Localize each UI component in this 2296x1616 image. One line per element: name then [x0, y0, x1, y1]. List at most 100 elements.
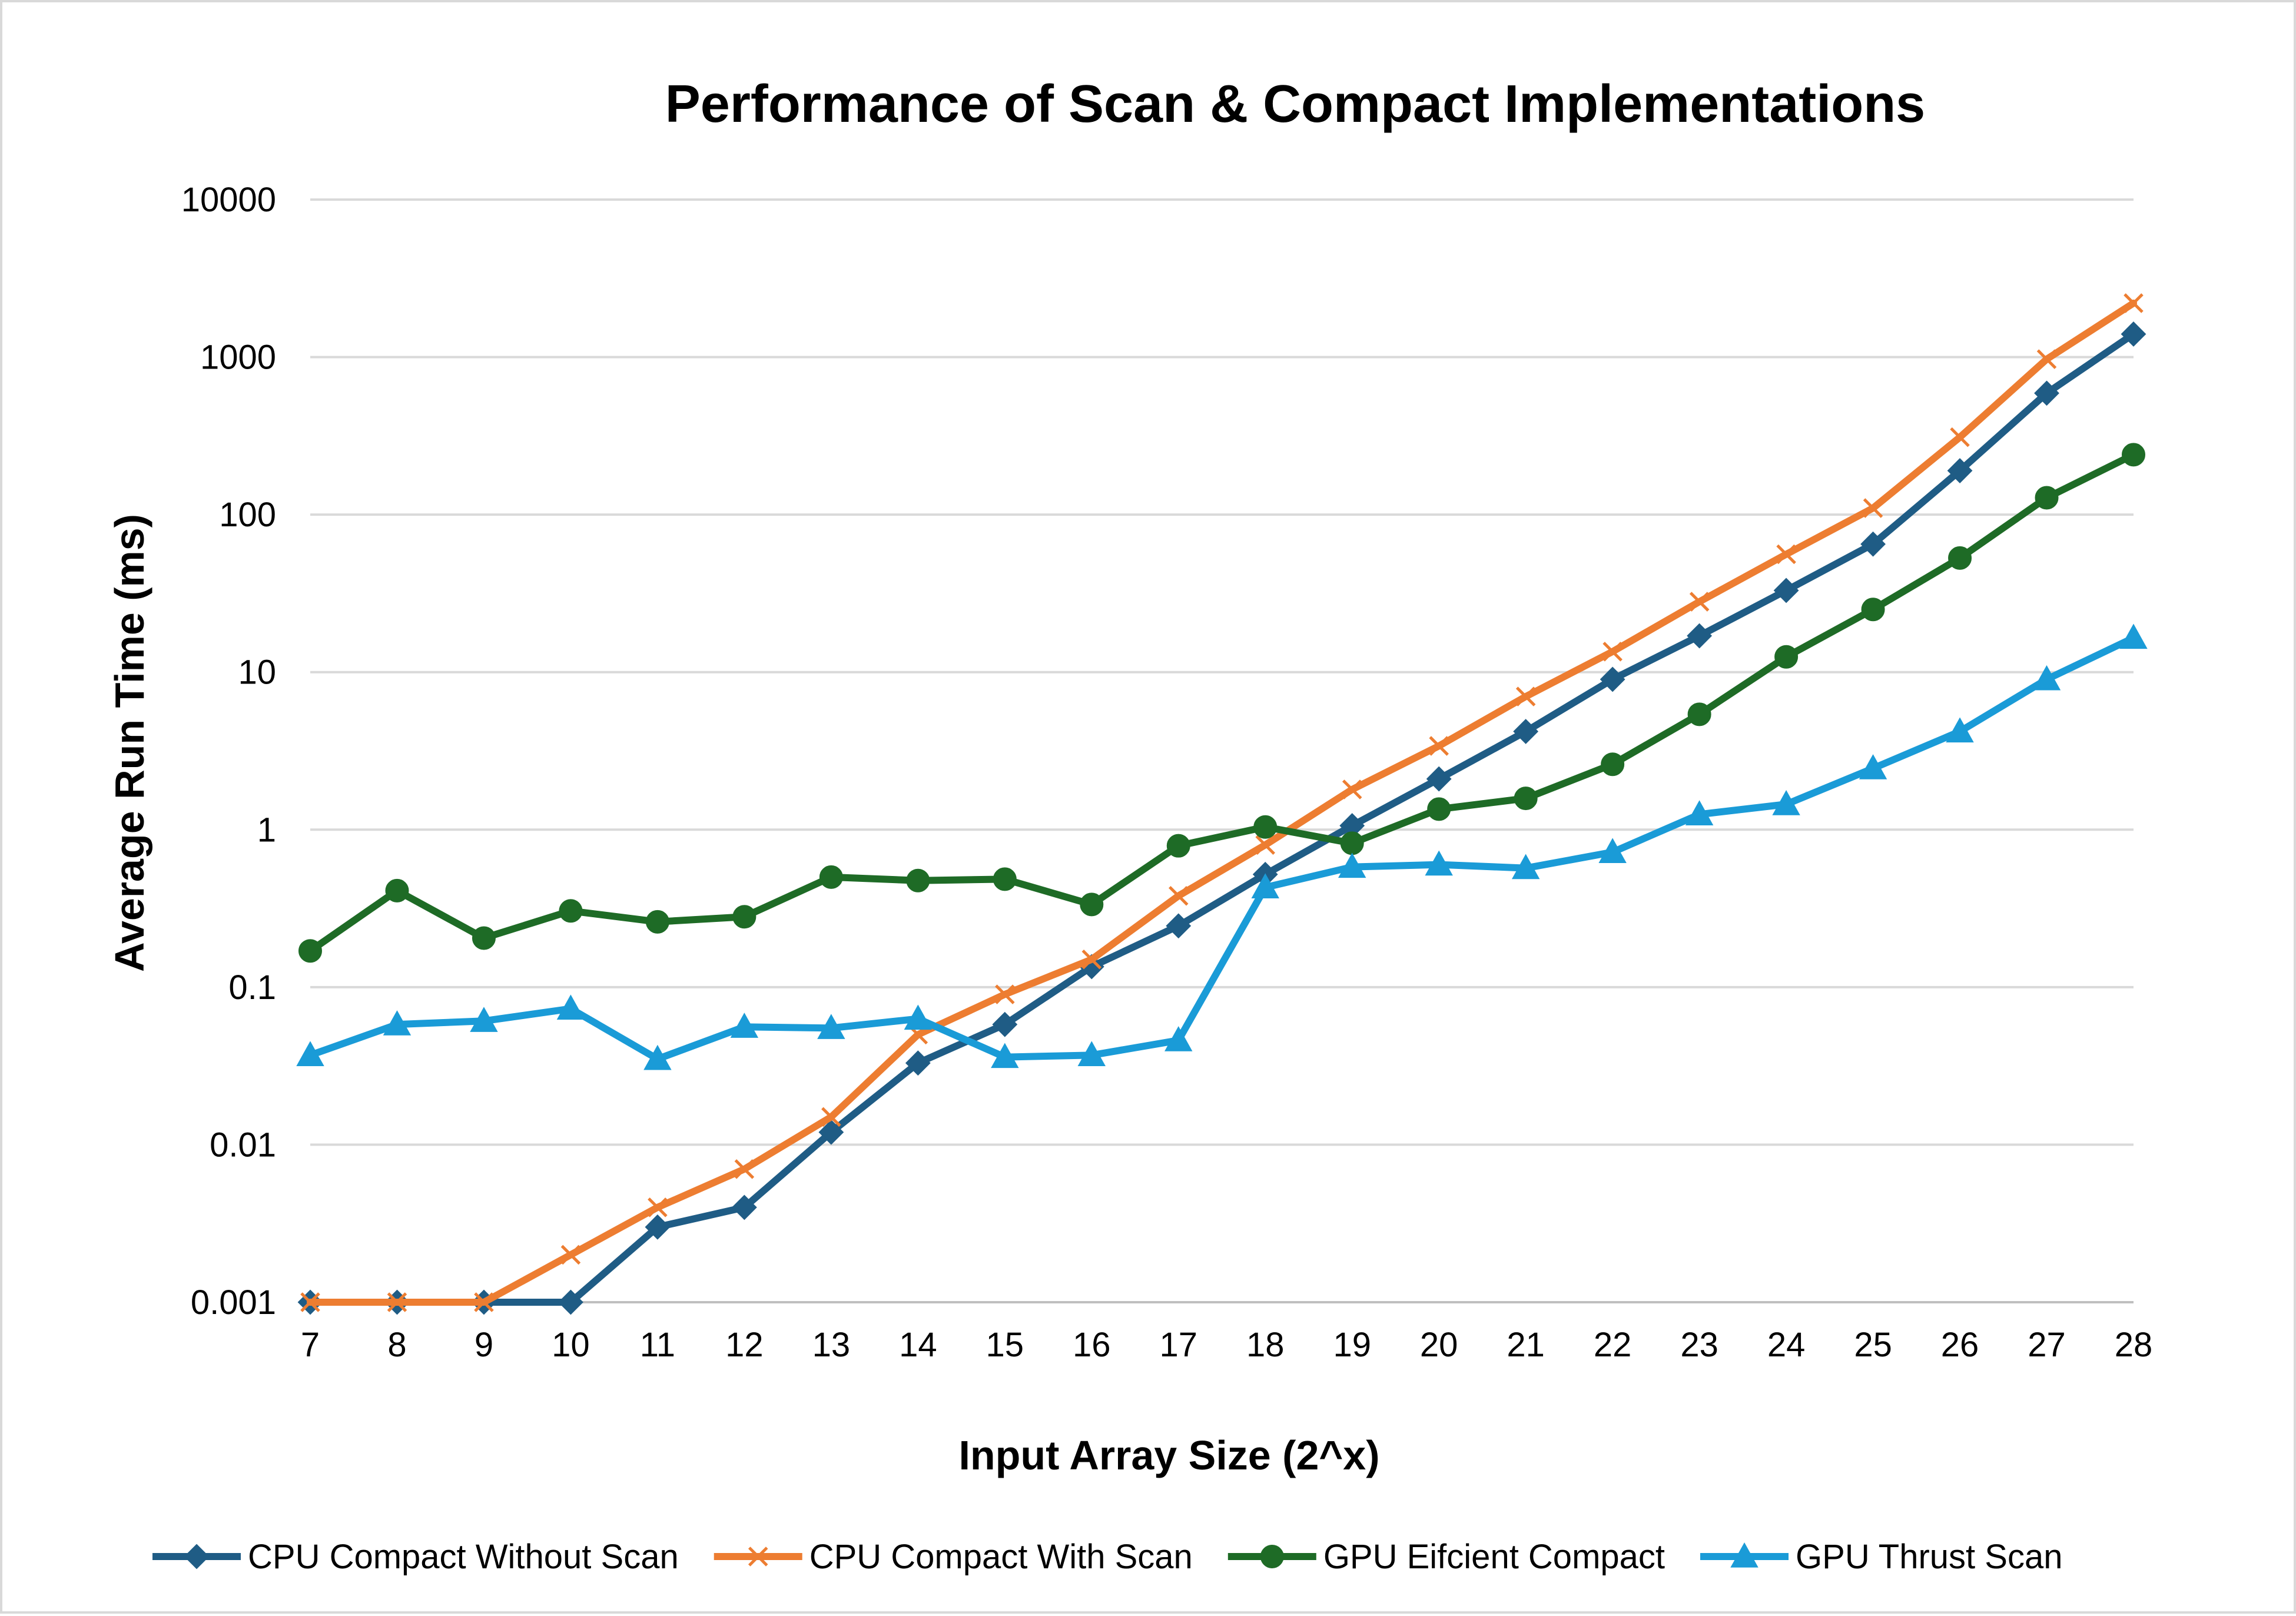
data-point: [648, 1197, 668, 1217]
legend-label: CPU Compact Without Scan: [248, 1538, 679, 1576]
legend-item: GPU Eifcient Compact: [1227, 1538, 1665, 1576]
data-point: [1255, 835, 1276, 855]
data-point: [387, 1292, 407, 1312]
data-point: [2034, 380, 2059, 406]
data-point: [645, 1214, 671, 1240]
series-lines: [296, 293, 2148, 1315]
data-point: [2035, 486, 2059, 510]
data-point: [1425, 850, 1453, 876]
data-point: [1773, 578, 1799, 603]
x-tick-label: 18: [1246, 1326, 1285, 1364]
x-tick-label: 23: [1680, 1326, 1718, 1364]
data-point: [1602, 642, 1623, 662]
x-tick-label: 9: [475, 1326, 493, 1364]
y-tick-label: 10: [238, 653, 276, 692]
data-point: [993, 867, 1017, 891]
x-tick-label: 13: [812, 1326, 851, 1364]
series-line: [307, 330, 2137, 1306]
data-point: [1253, 815, 1278, 839]
data-point: [645, 910, 669, 934]
data-point: [470, 1007, 498, 1032]
legend-marker: [1260, 1545, 1284, 1568]
data-point: [1168, 885, 1189, 906]
data-point: [556, 994, 585, 1020]
data-point: [2119, 623, 2148, 649]
data-point: [1080, 892, 1104, 917]
data-point: [821, 1107, 841, 1127]
x-tick-label: 12: [725, 1326, 764, 1364]
data-point: [1600, 666, 1625, 692]
series-3: [298, 443, 2145, 963]
data-point: [643, 1044, 672, 1070]
data-point: [1947, 458, 1973, 483]
x-tick-label: 22: [1594, 1326, 1632, 1364]
data-point: [2036, 349, 2057, 369]
data-point: [1863, 498, 1883, 518]
x-tick-label: 11: [640, 1326, 675, 1364]
x-tick-label: 8: [387, 1326, 406, 1364]
gridlines: [310, 198, 2134, 1303]
x-tick-label: 28: [2115, 1326, 2153, 1364]
chart-title: Performance of Scan & Compact Implementa…: [665, 75, 1926, 134]
data-point: [559, 899, 583, 923]
x-tick-label: 24: [1767, 1326, 1806, 1364]
data-point: [1514, 787, 1538, 811]
x-tick-label: 15: [986, 1326, 1024, 1364]
data-point: [1513, 719, 1539, 744]
y-tick-label: 1000: [200, 339, 276, 377]
data-point: [300, 1292, 320, 1312]
data-point: [904, 1004, 933, 1030]
y-tick-label: 0.01: [210, 1126, 276, 1164]
x-tick-label: 14: [899, 1326, 937, 1364]
series-line: [307, 451, 2137, 955]
series-1: [297, 321, 2146, 1315]
data-point: [1251, 873, 1279, 898]
data-point: [1774, 645, 1799, 669]
series-line: [307, 634, 2137, 1063]
data-point: [1950, 427, 1970, 447]
x-tick-label: 17: [1160, 1326, 1198, 1364]
legend-label: CPU Compact With Scan: [809, 1538, 1193, 1576]
x-tick-label: 19: [1333, 1326, 1371, 1364]
data-point: [1946, 717, 1974, 743]
data-point: [1166, 834, 1190, 858]
data-point: [995, 984, 1015, 1004]
data-point: [1342, 779, 1362, 799]
data-point: [1077, 1041, 1106, 1066]
data-point: [1426, 766, 1452, 792]
legend-marker: [184, 1544, 210, 1569]
data-point: [906, 868, 930, 892]
x-axis-title: Input Array Size (2^x): [958, 1432, 1379, 1478]
data-point: [1166, 913, 1192, 939]
data-point: [1515, 686, 1536, 706]
data-point: [1081, 949, 1102, 970]
data-point: [1861, 598, 1885, 622]
data-point: [2032, 665, 2061, 691]
legend-marker: [1730, 1542, 1759, 1568]
data-point: [385, 878, 409, 902]
series-2: [300, 293, 2144, 1312]
legend-item: CPU Compact Without Scan: [152, 1538, 679, 1576]
y-tick-label: 0.001: [191, 1283, 276, 1322]
x-tick-label: 10: [552, 1326, 590, 1364]
data-point: [2124, 293, 2144, 313]
data-point: [1429, 736, 1449, 756]
data-point: [474, 1292, 494, 1312]
data-point: [472, 926, 496, 950]
y-tick-label: 10000: [181, 181, 276, 219]
data-point: [296, 1041, 324, 1066]
data-point: [818, 1119, 844, 1145]
data-point: [731, 1194, 757, 1220]
data-point: [383, 1010, 412, 1036]
series-4: [296, 623, 2148, 1070]
data-point: [1687, 702, 1711, 726]
data-point: [730, 1013, 759, 1038]
data-point: [298, 939, 322, 963]
data-point: [1860, 531, 1886, 557]
legend-label: GPU Thrust Scan: [1796, 1538, 2062, 1576]
data-point: [1776, 544, 1796, 565]
x-tick-label: 7: [301, 1326, 320, 1364]
data-point: [1687, 623, 1713, 649]
data-point: [1601, 752, 1625, 777]
